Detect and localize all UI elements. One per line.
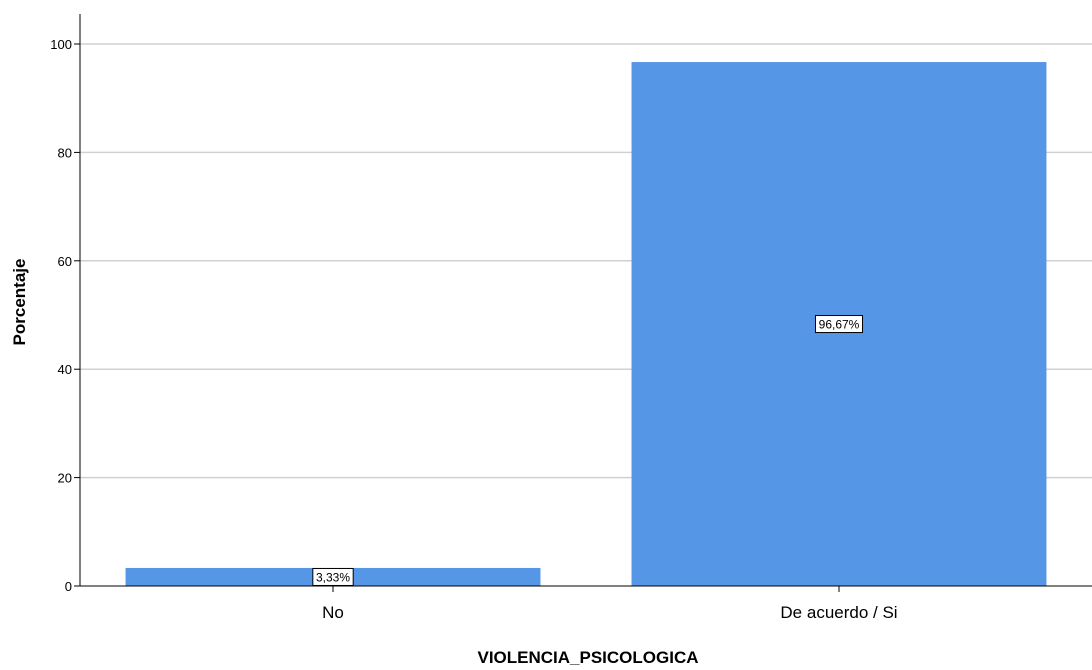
- bars: [125, 62, 1047, 587]
- x-tick-labels: No De acuerdo / Si: [322, 586, 898, 622]
- y-tick-label-20: 20: [58, 471, 72, 486]
- x-tick-label-0: No: [322, 603, 344, 622]
- data-label-box-0: [312, 567, 354, 586]
- x-tick-label-1: De acuerdo / Si: [780, 603, 897, 622]
- data-labels: 3,33% 96,67%: [312, 315, 864, 586]
- y-tick-labels: 0 20 40 60 80 100: [50, 37, 80, 594]
- y-tick-label-60: 60: [58, 254, 72, 269]
- x-axis-title: VIOLENCIA_PSICOLOGICA: [477, 648, 698, 665]
- y-tick-label-0: 0: [65, 579, 72, 594]
- y-tick-label-40: 40: [58, 362, 72, 377]
- y-axis-title: Porcentaje: [10, 259, 29, 346]
- data-label-1: 96,67%: [819, 318, 860, 332]
- data-label-0: 3,33%: [316, 570, 350, 584]
- y-tick-label-80: 80: [58, 145, 72, 160]
- axes: [79, 14, 1092, 587]
- y-tick-label-100: 100: [50, 37, 72, 52]
- data-label-box-1: [814, 315, 864, 334]
